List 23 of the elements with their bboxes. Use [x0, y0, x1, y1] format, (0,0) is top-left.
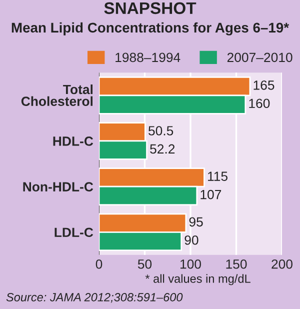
data-label: 50.5 [148, 126, 174, 136]
data-label: 165 [254, 80, 274, 90]
data-label: 160 [249, 98, 270, 108]
x-tick-label: 200 [272, 259, 292, 269]
chart-title: SNAPSHOT [104, 2, 196, 14]
legend-label: 1988–1994 [116, 52, 180, 62]
y-tick-label: Total Cholesterol [21, 84, 93, 106]
source-note: Source: JAMA 2012;308:591–600 [6, 293, 183, 303]
y-tick-label: LDL-C [54, 228, 94, 238]
data-label: 52.2 [150, 144, 175, 154]
chart-subtitle: Mean Lipid Concentrations for Ages 6–19* [12, 22, 290, 36]
legend-label: 2007–2010 [227, 52, 292, 62]
data-label: 95 [189, 217, 203, 227]
x-tick-label: 50 [138, 259, 152, 269]
x-tick-label: 0 [96, 259, 102, 269]
text: * all values in mg/dL [145, 274, 250, 286]
data-label: 107 [200, 190, 222, 200]
data-label: 90 [184, 235, 198, 245]
x-tick-label: 150 [226, 259, 247, 269]
y-tick-label: HDL-C [53, 136, 94, 146]
x-tick-label: 100 [180, 259, 201, 269]
y-tick-label: Non-HDL-C [23, 182, 94, 192]
data-label: 115 [208, 172, 228, 181]
